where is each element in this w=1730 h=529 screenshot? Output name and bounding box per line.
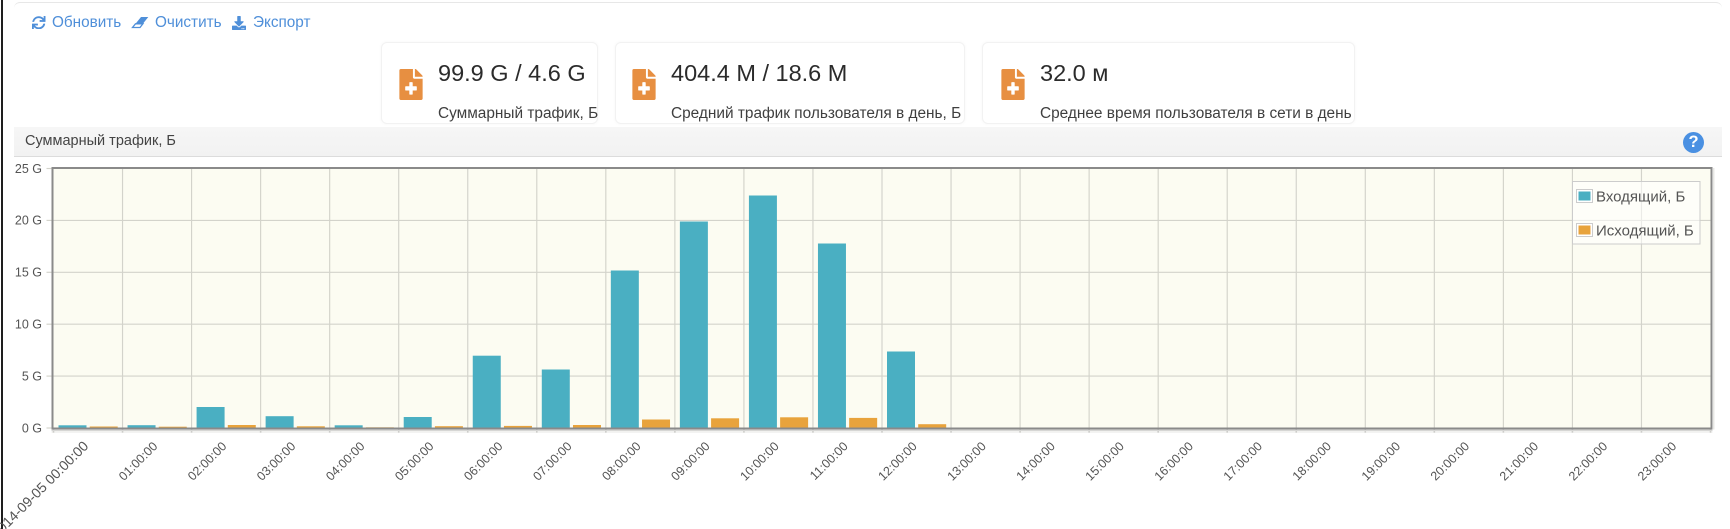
svg-text:02:00:00: 02:00:00	[185, 439, 229, 483]
svg-text:15 G: 15 G	[15, 266, 42, 280]
svg-text:0 G: 0 G	[22, 421, 42, 435]
svg-text:18:00:00: 18:00:00	[1290, 439, 1334, 483]
svg-text:08:00:00: 08:00:00	[599, 439, 643, 483]
svg-text:14:00:00: 14:00:00	[1014, 439, 1058, 483]
svg-text:17:00:00: 17:00:00	[1221, 439, 1265, 483]
svg-text:Входящий, Б: Входящий, Б	[1596, 189, 1685, 206]
svg-text:19:00:00: 19:00:00	[1359, 439, 1403, 483]
svg-text:09:00:00: 09:00:00	[668, 439, 712, 483]
svg-text:01:00:00: 01:00:00	[116, 439, 160, 483]
svg-text:15:00:00: 15:00:00	[1083, 439, 1127, 483]
svg-text:20 G: 20 G	[15, 214, 42, 228]
svg-text:21:00:00: 21:00:00	[1497, 439, 1541, 483]
svg-text:5 G: 5 G	[22, 369, 42, 383]
svg-text:04:00:00: 04:00:00	[323, 439, 367, 483]
svg-text:06:00:00: 06:00:00	[461, 439, 505, 483]
svg-text:10 G: 10 G	[15, 318, 42, 332]
svg-text:10:00:00: 10:00:00	[737, 439, 781, 483]
svg-text:12:00:00: 12:00:00	[876, 439, 920, 483]
svg-text:Исходящий, Б: Исходящий, Б	[1596, 223, 1694, 240]
svg-text:23:00:00: 23:00:00	[1635, 439, 1679, 483]
svg-text:05:00:00: 05:00:00	[392, 439, 436, 483]
svg-text:2014-09-05 00:00:00: 2014-09-05 00:00:00	[0, 438, 91, 529]
svg-text:03:00:00: 03:00:00	[254, 439, 298, 483]
svg-text:11:00:00: 11:00:00	[807, 439, 851, 483]
svg-text:20:00:00: 20:00:00	[1428, 439, 1472, 483]
svg-text:22:00:00: 22:00:00	[1566, 439, 1610, 483]
svg-text:13:00:00: 13:00:00	[945, 439, 989, 483]
svg-text:07:00:00: 07:00:00	[530, 439, 574, 483]
svg-text:16:00:00: 16:00:00	[1152, 439, 1196, 483]
svg-text:25 G: 25 G	[15, 162, 42, 176]
